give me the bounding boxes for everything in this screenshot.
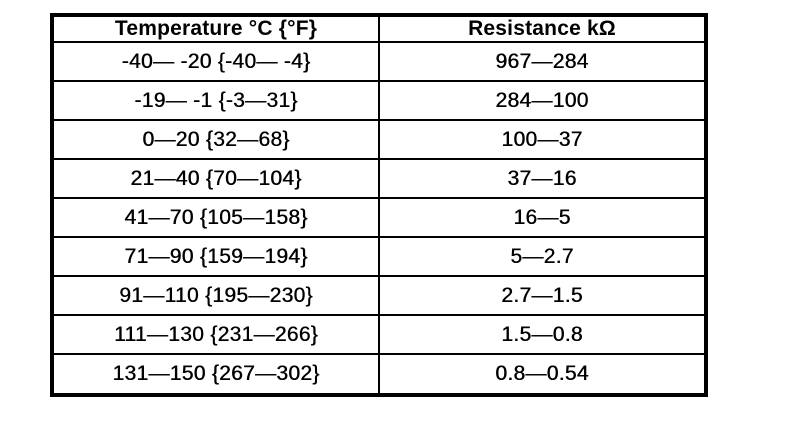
resistance-column-header: Resistance kΩ — [378, 14, 707, 43]
resistance-range-cell: 37—16 — [378, 158, 707, 200]
temperature-range-cell: 91—110 {195—230} — [51, 275, 380, 317]
temperature-column-header: Temperature °C {°F} — [51, 14, 380, 43]
temperature-range-cell: 131—150 {267—302} — [51, 353, 380, 396]
resistance-range-cell: 16—5 — [378, 197, 707, 239]
temperature-range-cell: 111—130 {231—266} — [51, 314, 380, 356]
table-row: 0—20 {32—68} 100—37 — [51, 119, 707, 161]
resistance-range-cell: 967—284 — [378, 40, 707, 83]
temperature-range-cell: -40— -20 {-40— -4} — [51, 40, 380, 83]
table-row: -19— -1 {-3—31} 284—100 — [51, 80, 707, 122]
temperature-range-cell: 41—70 {105—158} — [51, 197, 380, 239]
resistance-range-cell: 284—100 — [378, 80, 707, 122]
table-row: 131—150 {267—302} 0.8—0.54 — [51, 353, 707, 396]
temperature-range-cell: 21—40 {70—104} — [51, 158, 380, 200]
resistance-range-cell: 1.5—0.8 — [378, 314, 707, 356]
table-header: Temperature °C {°F} Resistance kΩ — [51, 14, 707, 43]
temperature-range-cell: 0—20 {32—68} — [51, 119, 380, 161]
table-row: 21—40 {70—104} 37—16 — [51, 158, 707, 200]
table-row: 41—70 {105—158} 16—5 — [51, 197, 707, 239]
resistance-range-cell: 100—37 — [378, 119, 707, 161]
resistance-range-cell: 0.8—0.54 — [378, 353, 707, 396]
table-row: 71—90 {159—194} 5—2.7 — [51, 236, 707, 278]
header-row: Temperature °C {°F} Resistance kΩ — [51, 14, 707, 43]
resistance-range-cell: 2.7—1.5 — [378, 275, 707, 317]
table-row: -40— -20 {-40— -4} 967—284 — [51, 40, 707, 83]
temperature-resistance-table: Temperature °C {°F} Resistance kΩ -40— -… — [50, 13, 708, 397]
table-row: 91—110 {195—230} 2.7—1.5 — [51, 275, 707, 317]
table-body: -40— -20 {-40— -4} 967—284 -19— -1 {-3—3… — [51, 40, 707, 396]
temperature-range-cell: -19— -1 {-3—31} — [51, 80, 380, 122]
temperature-range-cell: 71—90 {159—194} — [51, 236, 380, 278]
resistance-range-cell: 5—2.7 — [378, 236, 707, 278]
table-row: 111—130 {231—266} 1.5—0.8 — [51, 314, 707, 356]
